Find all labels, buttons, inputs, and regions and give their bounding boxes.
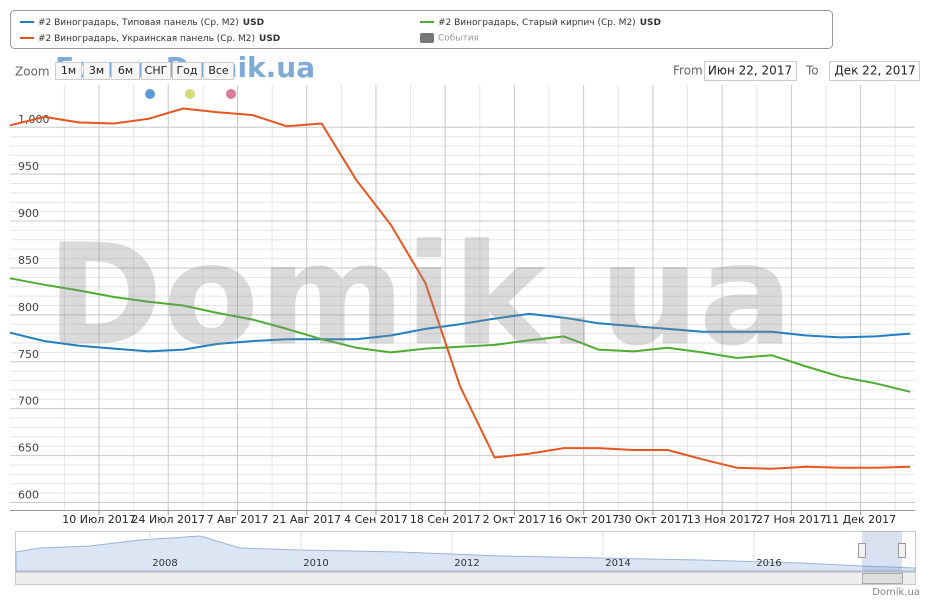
legend-name: #2 Виноградарь, Типовая панель (Ср. М2) xyxy=(38,18,239,28)
legend-item[interactable]: #2 Виноградарь, Старый кирпич (Ср. М2) US… xyxy=(438,18,661,28)
zoom-button[interactable] xyxy=(203,62,234,80)
legend-unit: USD xyxy=(259,34,280,44)
y-tick-label: 850 xyxy=(18,254,39,267)
watermark: Domik.ua xyxy=(47,215,794,378)
from-input[interactable] xyxy=(704,61,797,81)
zoom-label: Zoom xyxy=(15,65,50,79)
navigator-handle[interactable] xyxy=(858,543,866,558)
zoom-button-label[interactable]: Все xyxy=(208,64,229,77)
x-tick-label: 4 Сен 2017 xyxy=(344,513,408,526)
navigator-label: 2014 xyxy=(605,558,630,569)
event-marker[interactable] xyxy=(226,89,236,99)
x-tick-label: 24 Июл 2017 xyxy=(131,513,205,526)
navigator-label: 2012 xyxy=(454,558,479,569)
x-tick-label: 7 Авг 2017 xyxy=(207,513,269,526)
legend-unit: USD xyxy=(640,18,661,28)
x-tick-label: 27 Ноя 2017 xyxy=(756,513,827,526)
y-tick-label: 750 xyxy=(18,348,39,361)
zoom-button-label[interactable]: 1м xyxy=(61,64,76,77)
credit[interactable]: Domik.ua xyxy=(872,587,920,598)
y-tick-label: 700 xyxy=(18,395,39,408)
x-tick-label: 2 Окт 2017 xyxy=(483,513,547,526)
zoom-button-label[interactable]: Год xyxy=(176,64,197,77)
series-line xyxy=(9,277,911,393)
navigator-handle[interactable] xyxy=(898,543,906,558)
zoom-button[interactable] xyxy=(111,62,140,80)
event-marker[interactable] xyxy=(185,89,195,99)
from-label: From xyxy=(673,64,703,78)
navigator-labels: 2008 2010 2012 2014 2016 xyxy=(149,532,782,571)
y-tick-label: 950 xyxy=(18,160,39,173)
zoom-button-label[interactable]: 6м xyxy=(118,64,133,77)
navigator-label: 2010 xyxy=(303,558,328,569)
x-tick-label: 21 Авг 2017 xyxy=(272,513,341,526)
event-marker[interactable] xyxy=(145,89,155,99)
from-value[interactable]: Июн 22, 2017 xyxy=(708,64,792,78)
legend-swatch xyxy=(420,33,434,43)
x-tick-label: 18 Сен 2017 xyxy=(410,513,481,526)
legend-item[interactable]: #2 Виноградарь, Украинская панель (Ср. М… xyxy=(38,34,280,44)
series-line xyxy=(9,107,911,470)
x-tick-label: 16 Окт 2017 xyxy=(548,513,619,526)
x-tick-label: 10 Июл 2017 xyxy=(62,513,136,526)
zoom-button[interactable] xyxy=(55,62,82,80)
x-tick-label: 11 Дек 2017 xyxy=(825,513,896,526)
to-input[interactable] xyxy=(829,61,920,81)
x-tick-label: 30 Окт 2017 xyxy=(618,513,689,526)
legend-item[interactable]: События xyxy=(438,34,479,44)
zoom-button[interactable] xyxy=(141,62,171,80)
y-tick-label: 650 xyxy=(18,442,39,455)
navigator-label: 2016 xyxy=(756,558,781,569)
to-label: To xyxy=(805,64,819,78)
legend-unit: USD xyxy=(243,18,264,28)
legend-box xyxy=(10,10,833,49)
x-tick-label: 13 Ноя 2017 xyxy=(687,513,758,526)
zoom-button-label[interactable]: СНГ xyxy=(145,64,168,77)
y-tick-label: 600 xyxy=(18,488,39,501)
legend-item[interactable]: #2 Виноградарь, Типовая панель (Ср. М2) U… xyxy=(38,18,264,28)
navigator-selection[interactable] xyxy=(862,531,902,571)
zoom-button[interactable] xyxy=(83,62,110,80)
y-tick-label: 800 xyxy=(18,301,39,314)
navigator-area xyxy=(15,535,916,572)
series-line xyxy=(9,312,911,353)
y-tick-label: 900 xyxy=(18,207,39,220)
zoom-button[interactable] xyxy=(172,62,202,80)
scrollbar[interactable] xyxy=(15,572,916,585)
legend-name: #2 Виноградарь, Старый кирпич (Ср. М2) xyxy=(438,18,636,28)
to-value[interactable]: Дек 22, 2017 xyxy=(834,64,915,78)
navigator-label: 2008 xyxy=(152,558,177,569)
zoom-button-label[interactable]: 3м xyxy=(89,64,104,77)
legend-name: #2 Виноградарь, Украинская панель (Ср. М… xyxy=(38,34,255,44)
scrollbar-thumb[interactable] xyxy=(862,573,903,584)
